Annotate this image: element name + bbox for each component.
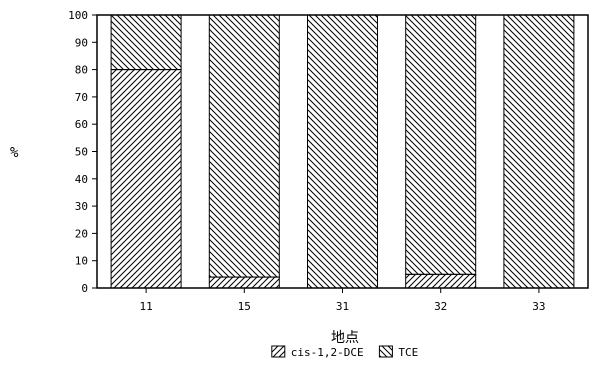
x-tick-label: 31 <box>336 300 349 313</box>
y-axis-title: % <box>10 145 19 161</box>
bar-segment <box>208 14 280 278</box>
bar-segment <box>307 14 378 289</box>
y-tick-label: 90 <box>75 36 88 49</box>
x-tick-label: 33 <box>532 300 545 313</box>
bar-segment <box>110 14 182 71</box>
x-tick-label: 11 <box>139 300 152 313</box>
bar-segment <box>503 14 575 289</box>
x-tick-label: 32 <box>434 300 447 313</box>
y-tick-label: 50 <box>75 146 88 159</box>
bar-segment <box>405 14 477 275</box>
legend-swatch <box>271 345 286 358</box>
bar-segment <box>208 276 280 289</box>
plot-frame <box>96 14 589 289</box>
y-tick-label: 60 <box>75 118 88 131</box>
x-tick-label: 15 <box>238 300 251 313</box>
y-tick-label: 80 <box>75 64 88 77</box>
legend: cis-1,2-DCE TCE <box>271 345 418 359</box>
legend-label: cis-1,2-DCE <box>291 346 364 359</box>
legend-swatch <box>378 345 393 358</box>
y-tick-label: 30 <box>75 200 88 213</box>
y-tick-label: 0 <box>81 282 88 295</box>
y-tick-label: 100 <box>68 9 88 22</box>
legend-label: TCE <box>398 346 418 359</box>
y-tick-label: 20 <box>75 227 88 240</box>
y-tick-label: 40 <box>75 173 88 186</box>
y-tick-label: 70 <box>75 91 88 104</box>
bar-segment <box>405 273 477 289</box>
y-tick-label: 10 <box>75 255 88 268</box>
plot-area: 11 15 31 32 33 0 10 20 30 40 50 60 70 80 90 100 <box>68 9 589 313</box>
x-axis-title: 地点 <box>331 330 359 346</box>
bar-segment <box>110 69 182 289</box>
